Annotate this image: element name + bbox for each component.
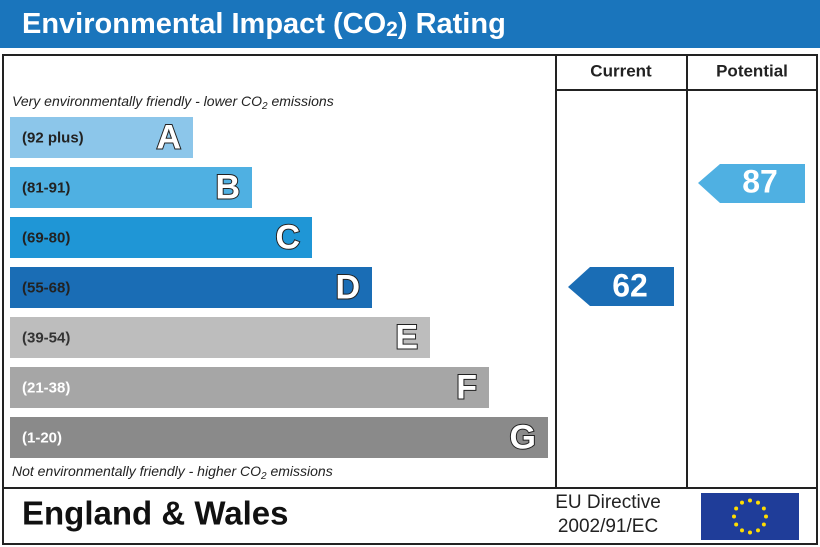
band-range: (55-68) [22,279,70,296]
current-arrow [568,267,674,306]
flag-star [734,522,739,527]
band-range: (81-91) [22,179,70,196]
potential-score: 87 [742,163,778,199]
region: England & Wales [22,495,288,532]
band-bar [10,167,252,208]
title: Environmental Impact (CO2) Rating [22,8,506,41]
flag-star [732,514,736,519]
band-bar [10,317,430,358]
band-range: (92 plus) [22,129,84,146]
directive: EU Directive [555,492,661,513]
band-bar [10,217,312,258]
band-bar [10,117,193,158]
band-range: (69-80) [22,229,70,246]
flag-star [740,528,744,533]
flag-star [740,500,744,505]
flag-star [734,506,739,511]
flag-star [761,506,766,511]
bands: (92 plus) A (81-91) B (69-80) C (55-68) D (39-54… [10,117,548,458]
bottom-note: Not environmentally friendly - higher CO… [12,463,333,482]
band-letter: A [156,118,181,156]
band-range: (39-54) [22,329,70,346]
flag-star [764,514,768,519]
band-letter: B [215,168,240,206]
top-note: Very environmentally friendly - lower CO… [12,93,334,112]
column-header: Current [590,61,652,80]
flag-star [748,530,752,535]
flag-star [761,522,766,527]
frame [2,54,818,545]
directive: 2002/91/EC [558,516,658,537]
current-score: 62 [612,267,648,303]
band-bar [10,417,548,458]
band-range: (21-38) [22,379,70,396]
band-letter: D [335,268,360,306]
band-letter: E [395,318,418,356]
band-range: (1-20) [22,429,62,446]
eu-flag [701,493,799,540]
potential-arrow [698,164,805,203]
column-header: Potential [716,61,788,80]
band-letter: G [510,418,536,456]
band-bar [10,267,372,308]
title-bar [0,0,820,48]
flag-star [756,528,760,533]
band-bar [10,367,489,408]
band-letter: F [456,368,477,406]
band-letter: C [275,218,300,256]
flag-star [756,500,760,505]
flag-star [748,498,752,503]
